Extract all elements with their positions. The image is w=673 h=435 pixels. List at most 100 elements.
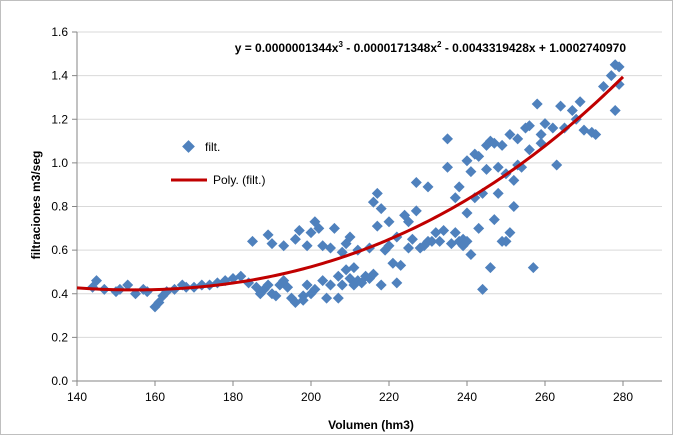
data-point [465, 166, 477, 178]
y-tick-label: 0.2 [51, 330, 68, 344]
legend-marker-filt [182, 140, 195, 153]
data-point [551, 159, 563, 171]
data-point [317, 275, 329, 287]
data-point [122, 279, 134, 291]
data-point [508, 201, 520, 212]
y-tick-label: 0.8 [51, 200, 68, 214]
data-point [481, 163, 492, 175]
data-point [348, 262, 360, 274]
x-tick-label: 220 [379, 390, 399, 404]
data-point [461, 155, 473, 167]
data-point [367, 196, 379, 208]
data-point [391, 277, 403, 289]
data-point [523, 120, 535, 132]
data-point [301, 240, 313, 252]
x-tick-label: 260 [535, 390, 555, 404]
data-point [375, 203, 387, 215]
x-tick-label: 140 [67, 390, 87, 404]
data-point [403, 242, 414, 254]
x-tick-label: 280 [613, 390, 633, 404]
data-point [547, 122, 559, 134]
data-point [484, 262, 496, 274]
legend-label-trend: Poly. (filt.) [213, 173, 265, 187]
data-point [473, 222, 485, 234]
data-point [559, 122, 570, 134]
data-point [527, 262, 539, 274]
data-point [332, 292, 344, 304]
x-tick-label: 200 [301, 390, 321, 404]
y-tick-label: 1.2 [51, 112, 68, 126]
data-point [461, 207, 473, 219]
data-point [309, 283, 321, 295]
data-point [91, 275, 102, 287]
data-point [461, 235, 473, 247]
data-point [605, 70, 617, 82]
y-axis-title: filtraciones m3/seg [29, 151, 43, 260]
data-point [473, 150, 485, 162]
y-tick-label: 1.4 [51, 69, 68, 83]
x-tick-label: 180 [223, 390, 243, 404]
y-tick-label: 0.6 [51, 243, 68, 257]
data-point [488, 214, 500, 226]
y-tick-label: 0.0 [51, 374, 68, 388]
data-point [566, 105, 578, 117]
data-point [574, 96, 586, 108]
data-point [317, 240, 329, 252]
data-point [340, 264, 352, 276]
data-point [235, 270, 247, 282]
data-point [305, 227, 317, 239]
data-point [371, 220, 383, 232]
data-point [555, 100, 567, 112]
data-point [336, 279, 348, 291]
data-point [367, 268, 379, 280]
data-point [289, 296, 301, 308]
data-point [442, 133, 453, 145]
data-point [598, 81, 609, 93]
data-point [266, 238, 278, 250]
data-point [332, 270, 344, 282]
data-point [426, 235, 438, 247]
data-point [383, 216, 395, 228]
data-point [438, 224, 450, 236]
data-point [609, 105, 621, 117]
data-point [492, 187, 504, 199]
data-point [371, 187, 383, 199]
data-point [344, 231, 356, 243]
data-points [87, 59, 625, 313]
trendline-equation: y = 0.0000001344x3 - 0.0000171348x2 - 0.… [235, 40, 627, 55]
data-point [278, 240, 290, 252]
data-point [504, 227, 516, 239]
legend-label-filt: filt. [205, 140, 220, 154]
data-point [289, 233, 301, 245]
data-point [321, 292, 333, 304]
data-point [328, 222, 340, 234]
y-tick-label: 1.0 [51, 156, 68, 170]
data-point [500, 235, 512, 247]
data-point [453, 181, 465, 193]
data-point [262, 279, 274, 291]
data-point [375, 279, 387, 291]
y-tick-label: 0.4 [51, 287, 68, 301]
data-point [578, 124, 590, 136]
data-point [523, 144, 535, 156]
x-axis-title: Volumen (hm3) [328, 418, 414, 432]
y-tick-label: 1.6 [51, 25, 68, 39]
data-point [410, 177, 422, 189]
data-point [449, 227, 461, 239]
data-point [477, 283, 489, 295]
x-tick-label: 160 [145, 390, 165, 404]
legend: filt. Poly. (filt.) [171, 140, 265, 187]
data-point [535, 129, 547, 141]
data-point [465, 248, 477, 260]
data-point [492, 161, 504, 173]
data-point [434, 235, 446, 247]
data-point [293, 224, 305, 236]
data-point [410, 205, 422, 217]
data-point [403, 216, 414, 228]
data-point [590, 129, 602, 141]
data-point [383, 240, 395, 252]
data-point [262, 229, 274, 241]
